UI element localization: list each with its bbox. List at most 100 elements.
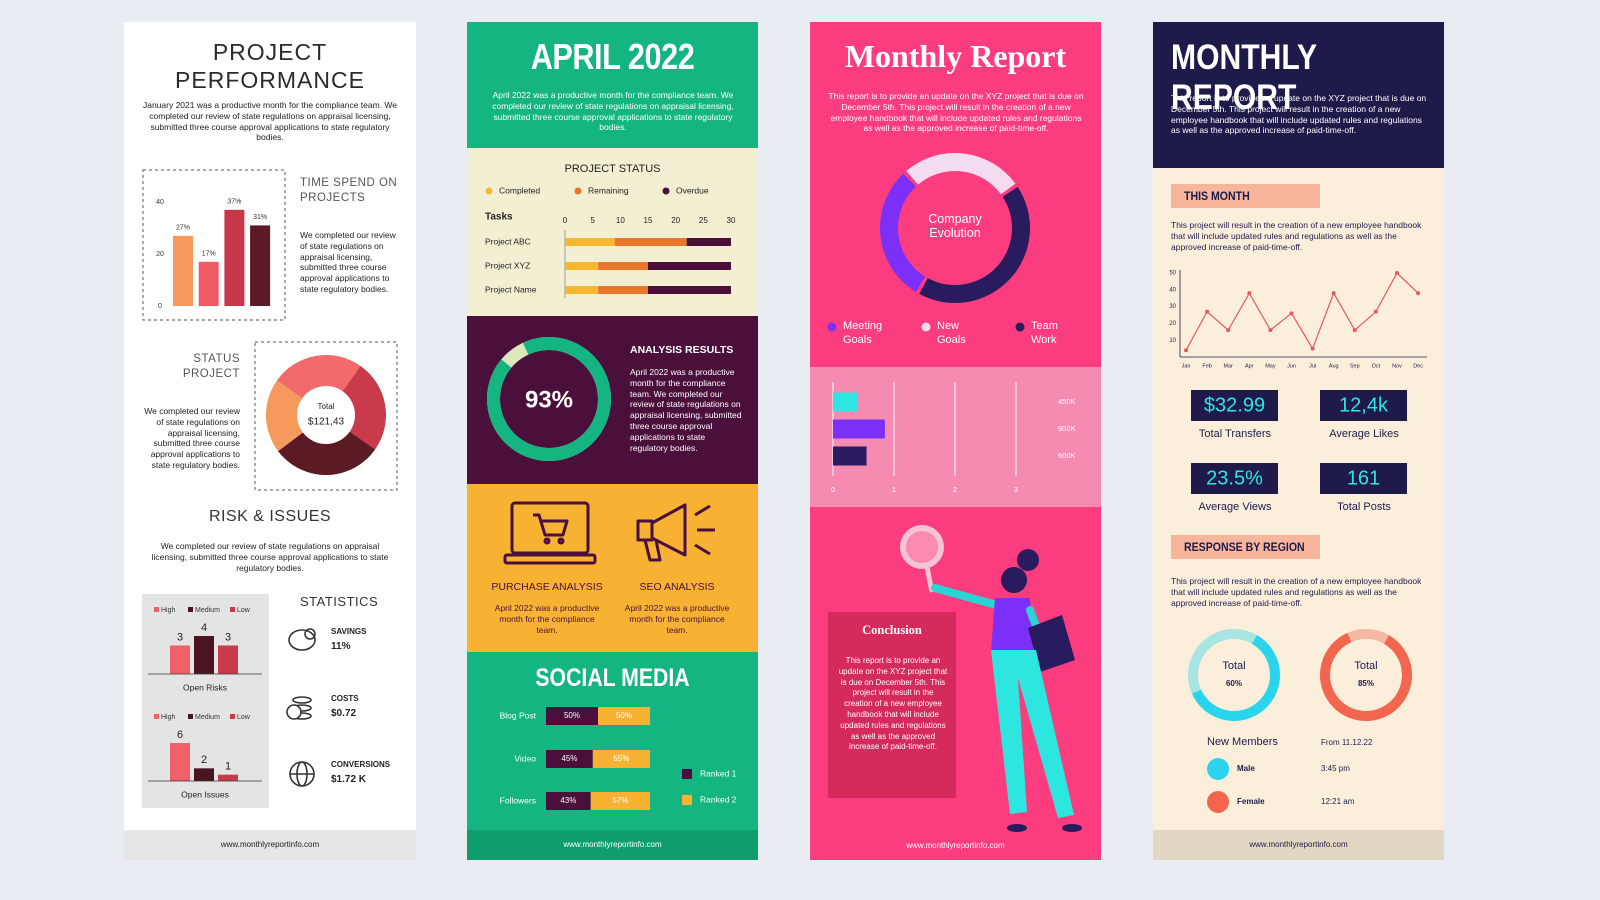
value-label: 2 [201,754,207,766]
donut-value: 93% [525,386,573,413]
value-label: 55% [613,754,629,763]
x-tick-label: 0 [563,216,568,225]
line-point [1416,291,1421,296]
line [1185,272,1419,351]
footer-bg [467,830,758,860]
bar [198,261,219,306]
value-label: 1 [225,761,231,773]
line-point [1247,291,1252,296]
bar [218,645,238,674]
bar-segment [546,792,591,810]
stat-value: 11% [331,641,351,652]
footer-bg [1153,830,1444,860]
bar [250,225,271,306]
bar-segment [598,286,648,294]
donut-segment [906,152,1016,195]
stat-box [1320,463,1407,494]
label-title: THIS MONTH [1184,189,1250,203]
donut-label: Total [1354,660,1377,672]
x-tick-label: 5 [590,216,595,225]
stat-value: 12,4k [1339,394,1389,416]
stat-value: 23.5% [1206,467,1263,489]
footer-bg [124,830,416,860]
category-label: 600K [1058,451,1076,460]
legend-label: High [161,714,176,721]
section-text: This project will result in the creation… [1171,220,1422,252]
center-value: $121,43 [308,417,345,428]
members-title: New Members [1207,736,1278,748]
line-point [1331,291,1336,296]
legend-dot [827,322,837,332]
stat-label: Average Views [1198,501,1272,513]
icons [503,501,715,565]
intro-text: This report is to provide an update on t… [828,91,1084,134]
section-bg [467,484,758,652]
bar-segment [590,792,650,810]
x-tick-label: 10 [616,216,625,225]
intro-text: January 2021 was a productive month for … [142,100,398,143]
x-tick-label: Nov [1392,363,1402,369]
chart-label: Open Issues [181,789,229,799]
legend-label: Ranked 1 [700,768,737,778]
legend-swatch [154,607,159,612]
member-dot [1207,758,1229,780]
value-label: 6 [177,729,183,741]
x-tick-label: 30 [727,216,736,225]
x-tick-label: Sep [1350,363,1360,369]
member-name: Female [1237,797,1265,806]
line-point [1184,348,1188,353]
legend-dot [921,322,931,332]
x-tick-label: 25 [699,216,708,225]
bar [173,235,193,306]
legend-label: Team Work [1031,320,1058,346]
stat-value: $0.72 [331,708,357,719]
value-label: 27% [176,225,190,232]
bar [833,446,867,466]
x-tick-label: 1 [892,485,896,494]
stat-box [1191,463,1278,494]
legend-label: Low [237,714,251,721]
feature-title: SEO ANALYSIS [639,581,715,593]
member-time: 3:45 pm [1321,764,1350,773]
legend-label: Meeting Goals [843,320,883,346]
y-tick-label: 20 [1169,321,1176,327]
bar-segment [598,262,648,270]
conclusion-text: This report is to provide an update on t… [838,656,948,752]
section-title: TIME SPEND ON PROJECTS [300,177,398,204]
bar-segment [686,238,731,246]
legend-swatch [188,714,193,719]
bar [833,419,885,439]
footer-text: www.monthlyreportinfo.com [906,841,1005,850]
legend-label: Completed [499,185,540,195]
bar [218,774,238,781]
stat-value: $32.99 [1204,394,1265,416]
section-text: April 2022 was a productive month for th… [630,367,742,453]
section-title: PROJECT STATUS [564,163,661,175]
feature-text: April 2022 was a productive month for th… [494,603,600,635]
x-tick-label: Jan [1182,363,1191,369]
section-text: This project will result in the creation… [1171,576,1422,608]
stat-label: Average Likes [1329,428,1399,440]
category-label: 450K [1058,397,1076,406]
y-tick-label: 40 [156,199,164,206]
stat-label: COSTS [331,694,359,703]
value-label: 3 [225,631,231,643]
donut-segment [880,173,926,292]
stat-value: $1.72 K [331,774,367,785]
bar [194,768,214,781]
label-box [1171,535,1320,559]
x-tick-label: 3 [1014,485,1018,494]
bar-segment [546,750,593,768]
category-label: 900K [1058,424,1076,433]
category-label: Project Name [485,284,537,294]
stat-box [1191,390,1278,421]
line-point [1268,328,1273,333]
line-point [1226,328,1231,333]
legend-dot [662,187,670,195]
footer-text: www.monthlyreportinfo.com [563,840,662,849]
section-text: We completed our review of state regulat… [300,230,396,294]
value-label: 31% [253,214,267,221]
conclusion-title: Conclusion [862,623,922,637]
category-label: Video [514,753,536,763]
